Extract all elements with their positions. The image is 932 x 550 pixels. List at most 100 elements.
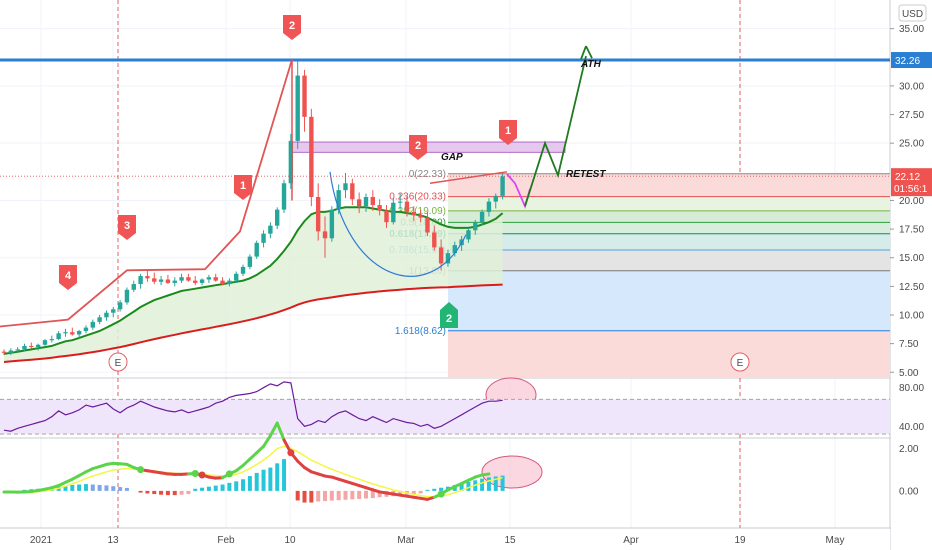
candle[interactable] bbox=[213, 273, 218, 282]
candle[interactable] bbox=[83, 325, 89, 334]
candle[interactable] bbox=[240, 264, 246, 277]
price-tick-label: 10.00 bbox=[899, 311, 924, 322]
candle[interactable] bbox=[111, 306, 116, 318]
candle[interactable] bbox=[309, 108, 314, 207]
candle[interactable] bbox=[15, 347, 20, 353]
candle-body bbox=[49, 339, 55, 341]
candle[interactable] bbox=[29, 342, 34, 349]
candle[interactable] bbox=[254, 240, 259, 259]
candle[interactable] bbox=[124, 287, 130, 305]
candle[interactable] bbox=[35, 343, 41, 351]
candle[interactable] bbox=[418, 209, 423, 223]
candle[interactable] bbox=[22, 343, 27, 352]
currency-button[interactable]: USD bbox=[898, 4, 927, 22]
candle[interactable] bbox=[275, 207, 280, 230]
candle[interactable] bbox=[384, 205, 389, 228]
candle[interactable] bbox=[1, 349, 7, 356]
macd-pane[interactable] bbox=[2, 421, 505, 503]
candle[interactable] bbox=[445, 249, 451, 267]
macd-histogram-bar bbox=[172, 490, 177, 496]
candle[interactable] bbox=[356, 192, 362, 214]
candle[interactable] bbox=[104, 310, 109, 321]
candle[interactable] bbox=[479, 209, 485, 226]
candle[interactable] bbox=[452, 241, 457, 257]
candle-body bbox=[268, 225, 273, 234]
candle[interactable] bbox=[42, 339, 48, 348]
macd-histogram-bar bbox=[439, 487, 444, 491]
candle[interactable] bbox=[70, 327, 75, 336]
candle[interactable] bbox=[152, 272, 157, 285]
candle[interactable] bbox=[322, 216, 328, 258]
price-tick-label: 20.00 bbox=[899, 196, 924, 207]
candle[interactable] bbox=[8, 348, 14, 356]
candle[interactable] bbox=[486, 198, 492, 217]
candle[interactable] bbox=[199, 278, 205, 286]
candle[interactable] bbox=[295, 59, 300, 149]
candle[interactable] bbox=[90, 319, 95, 330]
earnings-badge[interactable]: E bbox=[108, 352, 128, 372]
candle[interactable] bbox=[329, 206, 335, 242]
candle[interactable] bbox=[343, 172, 348, 199]
candle[interactable] bbox=[234, 271, 239, 283]
candle-body bbox=[288, 140, 294, 184]
candle[interactable] bbox=[425, 211, 430, 236]
candle[interactable] bbox=[315, 183, 321, 241]
price-tick-label: 35.00 bbox=[899, 24, 924, 35]
candle[interactable] bbox=[76, 329, 82, 338]
macd-histogram-bar bbox=[466, 481, 471, 491]
candle[interactable] bbox=[438, 239, 444, 271]
macd-histogram-bar bbox=[90, 484, 95, 491]
candle[interactable] bbox=[165, 274, 171, 285]
candle[interactable] bbox=[466, 227, 471, 243]
candle[interactable] bbox=[97, 315, 102, 325]
candle[interactable] bbox=[404, 197, 410, 217]
candle[interactable] bbox=[138, 273, 143, 289]
candle-body bbox=[397, 201, 403, 203]
candle[interactable] bbox=[288, 134, 294, 189]
fib-level-label: 0.382(19.09) bbox=[389, 206, 446, 217]
candle[interactable] bbox=[397, 193, 403, 210]
macd-histogram-bar bbox=[206, 486, 211, 491]
candle[interactable] bbox=[49, 335, 55, 343]
macd-histogram-bar bbox=[500, 475, 505, 491]
macd-histogram-bar bbox=[241, 479, 246, 491]
candle[interactable] bbox=[391, 198, 396, 225]
fib-level-label: 1.618(8.62) bbox=[395, 326, 446, 337]
candle[interactable] bbox=[500, 172, 505, 200]
candle[interactable] bbox=[432, 225, 437, 251]
candle[interactable] bbox=[179, 273, 184, 283]
candle[interactable] bbox=[302, 69, 307, 132]
candle[interactable] bbox=[268, 222, 273, 239]
candle[interactable] bbox=[220, 277, 225, 286]
candle[interactable] bbox=[227, 278, 232, 287]
candle[interactable] bbox=[261, 230, 266, 248]
wave-marker-label: 4 bbox=[65, 270, 72, 282]
candle[interactable] bbox=[350, 178, 355, 206]
candle[interactable] bbox=[158, 276, 164, 286]
candle[interactable] bbox=[172, 277, 177, 287]
candle[interactable] bbox=[145, 270, 150, 282]
candle-body bbox=[404, 201, 410, 212]
candle[interactable] bbox=[281, 179, 287, 214]
candle[interactable] bbox=[131, 280, 136, 293]
candle[interactable] bbox=[363, 193, 369, 212]
candle[interactable] bbox=[186, 273, 191, 282]
candle[interactable] bbox=[56, 331, 61, 341]
candle[interactable] bbox=[206, 274, 212, 283]
candlesticks[interactable] bbox=[1, 59, 505, 356]
wave-marker-shape bbox=[234, 175, 252, 200]
candle[interactable] bbox=[247, 254, 253, 270]
candle[interactable] bbox=[473, 219, 478, 235]
earnings-badge[interactable]: E bbox=[730, 352, 750, 372]
resistance-price-tag: 32.26 bbox=[891, 52, 932, 69]
candle[interactable] bbox=[377, 199, 382, 216]
candle[interactable] bbox=[117, 300, 123, 312]
candle[interactable] bbox=[370, 190, 376, 211]
rsi-pane[interactable] bbox=[0, 381, 890, 435]
candle[interactable] bbox=[411, 206, 416, 222]
candle[interactable] bbox=[193, 276, 198, 286]
candle[interactable] bbox=[63, 328, 68, 337]
macd-histogram-bar bbox=[193, 488, 198, 491]
candle[interactable] bbox=[493, 193, 498, 209]
